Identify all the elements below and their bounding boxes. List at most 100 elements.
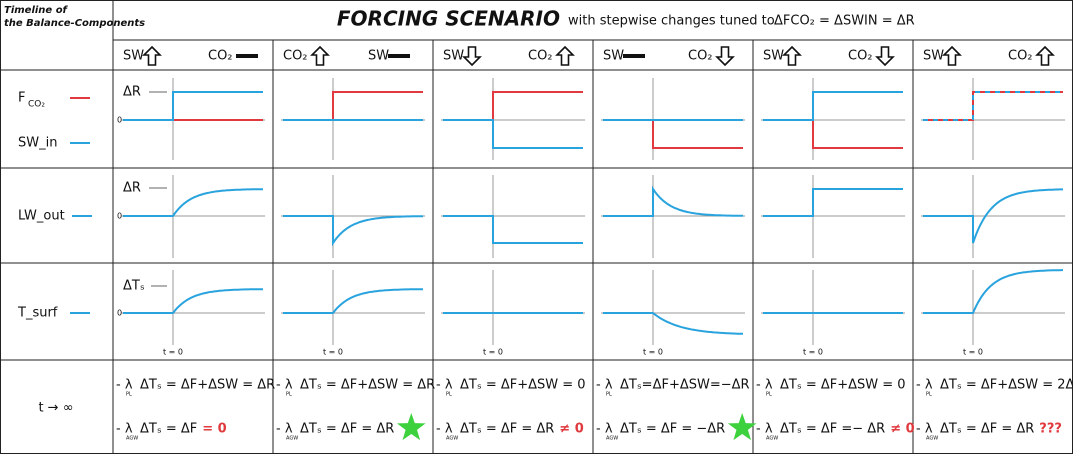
time-label: t = 0 [163, 348, 183, 357]
t-surf-line [123, 288, 263, 314]
lambda-sub: PL [606, 392, 612, 398]
zero-label: 0 [117, 116, 122, 125]
lw-out-line [123, 188, 263, 217]
star [397, 413, 426, 441]
f-co2-line [763, 119, 903, 149]
lambda-sub: PL [286, 392, 292, 398]
lambda-sub: PL [926, 392, 932, 398]
equation: ΔTₛ = ΔF+ΔSW = 2ΔR [940, 378, 1073, 393]
row-label: T_surf [17, 306, 58, 321]
t-surf-line [603, 312, 743, 335]
zero-label: 0 [117, 309, 122, 318]
lambda-sub: AGW [606, 436, 618, 442]
forcing-label: CO₂ [688, 49, 713, 64]
equation: ΔTₛ = ΔF = ΔR [460, 422, 554, 437]
sw-in-line [923, 91, 1063, 121]
level-label: ΔR [123, 85, 141, 100]
equation: ΔTₛ = ΔF+ΔSW = ΔR [300, 378, 435, 393]
equation: ΔTₛ = ΔF [140, 422, 197, 437]
forcing-label: CO₂ [1008, 49, 1033, 64]
lambda-sub: AGW [926, 436, 938, 442]
lambda: - λ [116, 422, 133, 437]
equation: ΔTₛ = ΔF = −ΔR [620, 422, 725, 437]
arrow-down [462, 46, 482, 67]
lambda: - λ [436, 422, 453, 437]
subtitle: with stepwise changes tuned to [568, 14, 775, 29]
time-label: t = 0 [803, 348, 823, 357]
forcing-label: SW [763, 49, 784, 64]
sw-in-line [763, 91, 903, 121]
lambda: - λ [756, 378, 773, 393]
forcing-label: CO₂ [528, 49, 553, 64]
lw-out-line [923, 188, 1063, 244]
lw-out-line [603, 185, 743, 217]
t-surf-line [283, 288, 423, 314]
sw-in-line [123, 91, 263, 121]
star [727, 413, 757, 441]
arrow-down [875, 46, 895, 67]
forcing-label: CO₂ [283, 49, 308, 64]
t-surf-line [923, 269, 1063, 314]
lambda-sub: PL [446, 392, 452, 398]
equation: ΔTₛ = ΔF+ΔSW = 0 [460, 378, 586, 393]
arrow-up [310, 45, 330, 66]
equation: ΔTₛ = ΔF = ΔR [300, 422, 394, 437]
row-label: t → ∞ [38, 401, 73, 416]
level-label: ΔTₛ [123, 279, 145, 294]
lw-out-line [763, 188, 903, 217]
row-label: F [18, 91, 25, 106]
lambda: - λ [916, 422, 933, 437]
level-label: ΔR [123, 181, 141, 196]
lambda-sub: AGW [126, 436, 138, 442]
f-co2-line [283, 91, 423, 121]
arrow-flat [623, 54, 645, 58]
lw-out-line [283, 215, 423, 247]
forcing-label: SW [923, 49, 944, 64]
row-label-sub: CO₂ [28, 100, 45, 110]
arrow-flat [236, 54, 258, 58]
equation: ΔTₛ = ΔF+ΔSW = 0 [780, 378, 906, 393]
lambda: - λ [916, 378, 933, 393]
lambda: - λ [276, 422, 293, 437]
lambda: - λ [116, 378, 133, 393]
time-label: t = 0 [323, 348, 343, 357]
arrow-down [715, 46, 735, 67]
equation: ΔTₛ = ΔF =− ΔR [780, 422, 885, 437]
f-co2-line [603, 119, 743, 149]
lambda: - λ [436, 378, 453, 393]
f-co2-line [443, 91, 583, 121]
lambda-sub: AGW [766, 436, 778, 442]
zero-label: 0 [117, 212, 122, 221]
arrow-up [1035, 45, 1055, 66]
time-label: t = 0 [483, 348, 503, 357]
equation: ΔTₛ = ΔF+ΔSW = ΔR [140, 378, 275, 393]
lambda: - λ [596, 378, 613, 393]
equation-note: ≠ 0 [559, 422, 583, 437]
corner-label: Timeline of the Balance-Components [4, 5, 145, 29]
lambda-sub: AGW [286, 436, 298, 442]
lambda: - λ [596, 422, 613, 437]
equation-note: ??? [1039, 422, 1062, 437]
equation: ΔTₛ=ΔF+ΔSW=−ΔR [620, 378, 750, 393]
row-label: SW_in [18, 136, 57, 151]
sw-in-line [443, 119, 583, 149]
lambda-sub: AGW [446, 436, 458, 442]
forcing-label: SW [443, 49, 464, 64]
arrow-flat [388, 54, 410, 58]
lambda-sub: PL [766, 392, 772, 398]
title: FORCING SCENARIO [337, 7, 560, 31]
row-label: LW_out [18, 209, 65, 224]
lambda: - λ [756, 422, 773, 437]
forcing-label: CO₂ [208, 49, 233, 64]
time-label: t = 0 [643, 348, 663, 357]
forcing-label: SW [603, 49, 624, 64]
lambda-sub: PL [126, 392, 132, 398]
subtitle-formula: ΔFCO₂ = ΔSWIN = ΔR [774, 14, 915, 29]
forcing-label: SW [368, 49, 389, 64]
arrow-up [942, 45, 962, 66]
arrow-up [555, 45, 575, 66]
equation: ΔTₛ = ΔF = ΔR [940, 422, 1034, 437]
equation-note: = 0 [202, 422, 226, 437]
lambda: - λ [276, 378, 293, 393]
